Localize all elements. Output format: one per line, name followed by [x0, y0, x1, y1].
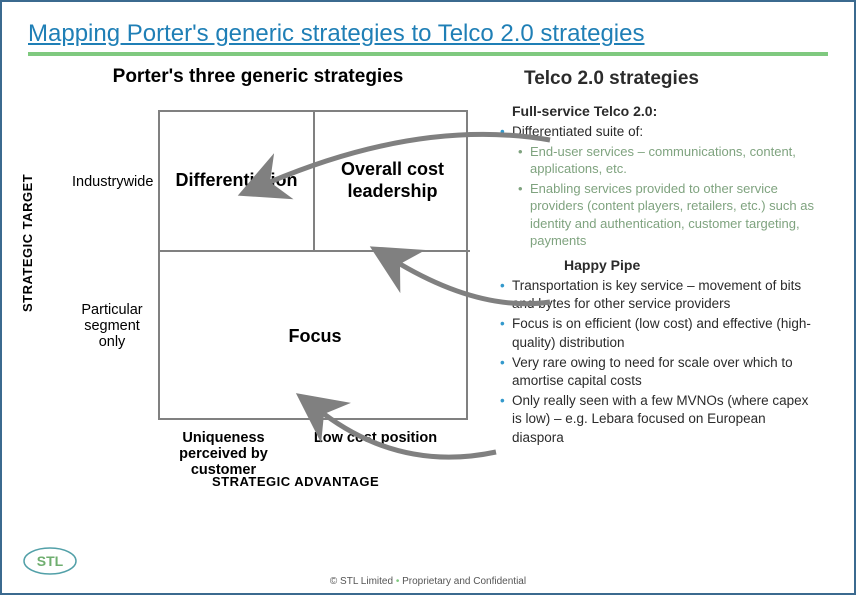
cell-overall-cost-leadership: Overall cost leadership [315, 112, 470, 252]
porter-column: Porter's three generic strategies STRATE… [28, 66, 488, 566]
col-label-lowcost: Low cost position [308, 430, 443, 446]
logo-text: STL [37, 553, 64, 569]
footer-copyright: © STL Limited [330, 576, 393, 587]
row-label-segment: Particular segment only [72, 302, 152, 350]
strategy2-b2: Very rare owing to need for scale over w… [500, 354, 818, 390]
slide-title: Mapping Porter's generic strategies to T… [28, 20, 828, 56]
cell-focus: Focus [160, 252, 470, 422]
content-columns: Porter's three generic strategies STRATE… [28, 66, 828, 566]
telco-column: Telco 2.0 strategies Full-service Telco … [488, 66, 818, 566]
strategy2-b3: Only really seen with a few MVNOs (where… [500, 392, 818, 447]
matrix-grid: Differentiation Overall cost leadership … [158, 110, 468, 420]
y-axis-label: STRATEGIC TARGET [20, 174, 35, 312]
strategy1-sub-1: Enabling services provided to other serv… [518, 180, 818, 250]
strategy2-b0: Transportation is key service – movement… [500, 277, 818, 313]
col-label-uniqueness: Uniqueness perceived by customer [156, 430, 291, 478]
porter-heading: Porter's three generic strategies [28, 66, 488, 88]
footer: © STL Limited • Proprietary and Confiden… [2, 576, 854, 587]
strategy1-intro: Differentiated suite of: [500, 123, 818, 141]
cell-differentiation: Differentiation [160, 112, 315, 252]
strategy1-sub-0: End-user services – communications, cont… [518, 143, 818, 178]
strategy2-name: Happy Pipe [564, 256, 818, 275]
strategy2-b1: Focus is on efficient (low cost) and eff… [500, 315, 818, 351]
strategy1-name: Full-service Telco 2.0: [512, 102, 818, 121]
porter-matrix: STRATEGIC TARGET STRATEGIC ADVANTAGE Ind… [78, 102, 468, 492]
footer-confidential: Proprietary and Confidential [402, 576, 526, 587]
telco-heading: Telco 2.0 strategies [494, 66, 818, 92]
row-label-industrywide: Industrywide [72, 174, 152, 190]
